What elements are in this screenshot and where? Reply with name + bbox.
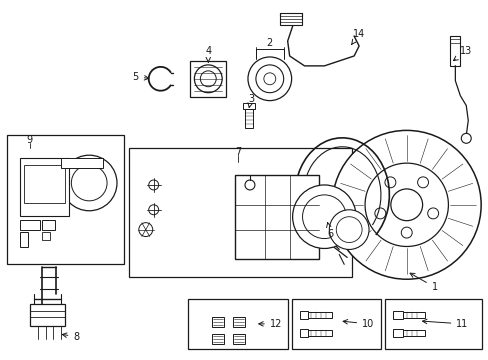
Circle shape <box>292 185 355 248</box>
Circle shape <box>247 57 291 100</box>
Circle shape <box>71 165 107 201</box>
Bar <box>41 220 55 230</box>
Bar <box>449 36 459 66</box>
Bar <box>384 299 481 349</box>
Bar <box>129 148 351 277</box>
Circle shape <box>460 133 470 143</box>
Bar <box>299 329 307 337</box>
Text: 4: 4 <box>205 46 211 62</box>
Circle shape <box>336 217 361 243</box>
Text: 13: 13 <box>452 46 471 60</box>
Bar <box>279 13 301 25</box>
Bar <box>325 235 339 243</box>
Bar <box>307 330 332 336</box>
Bar <box>307 312 332 318</box>
Circle shape <box>417 177 427 188</box>
Bar <box>291 299 380 349</box>
Bar <box>212 317 224 327</box>
Bar <box>233 334 244 344</box>
Circle shape <box>255 65 283 93</box>
Bar <box>30 304 65 326</box>
Text: 10: 10 <box>343 319 374 329</box>
Text: 2: 2 <box>266 38 272 48</box>
Circle shape <box>148 205 158 215</box>
Circle shape <box>328 210 368 249</box>
Circle shape <box>374 208 385 219</box>
Bar <box>20 231 28 247</box>
Bar <box>61 158 103 168</box>
Bar <box>20 220 40 230</box>
Text: 3: 3 <box>247 94 254 108</box>
Bar <box>188 299 287 349</box>
Bar <box>243 103 254 109</box>
Circle shape <box>148 180 158 190</box>
Circle shape <box>302 195 346 239</box>
Circle shape <box>194 65 222 93</box>
Bar <box>402 312 424 318</box>
Bar <box>7 135 123 264</box>
Circle shape <box>427 208 438 219</box>
Circle shape <box>200 71 216 87</box>
Text: 5: 5 <box>132 72 148 82</box>
Text: 11: 11 <box>422 319 468 329</box>
Bar <box>24 165 65 203</box>
Bar <box>392 311 402 319</box>
Circle shape <box>332 130 480 279</box>
Bar <box>299 311 307 319</box>
Text: 1: 1 <box>409 273 437 292</box>
Circle shape <box>244 180 254 190</box>
Bar <box>212 334 224 344</box>
Circle shape <box>384 177 395 188</box>
Bar <box>233 317 244 327</box>
Circle shape <box>365 163 447 247</box>
Bar <box>41 231 49 239</box>
Text: 12: 12 <box>258 319 282 329</box>
Bar <box>190 61 225 96</box>
Circle shape <box>401 227 411 238</box>
Circle shape <box>390 189 422 221</box>
Circle shape <box>61 155 117 211</box>
Text: 7: 7 <box>234 147 241 157</box>
Bar <box>392 329 402 337</box>
Bar <box>20 158 69 216</box>
Bar <box>244 109 252 129</box>
Text: 8: 8 <box>62 332 79 342</box>
Text: 14: 14 <box>351 29 365 44</box>
Bar <box>402 330 424 336</box>
Circle shape <box>139 223 152 237</box>
Text: 6: 6 <box>326 222 333 239</box>
Bar <box>235 175 319 260</box>
Circle shape <box>264 73 275 85</box>
Text: 9: 9 <box>26 135 33 145</box>
